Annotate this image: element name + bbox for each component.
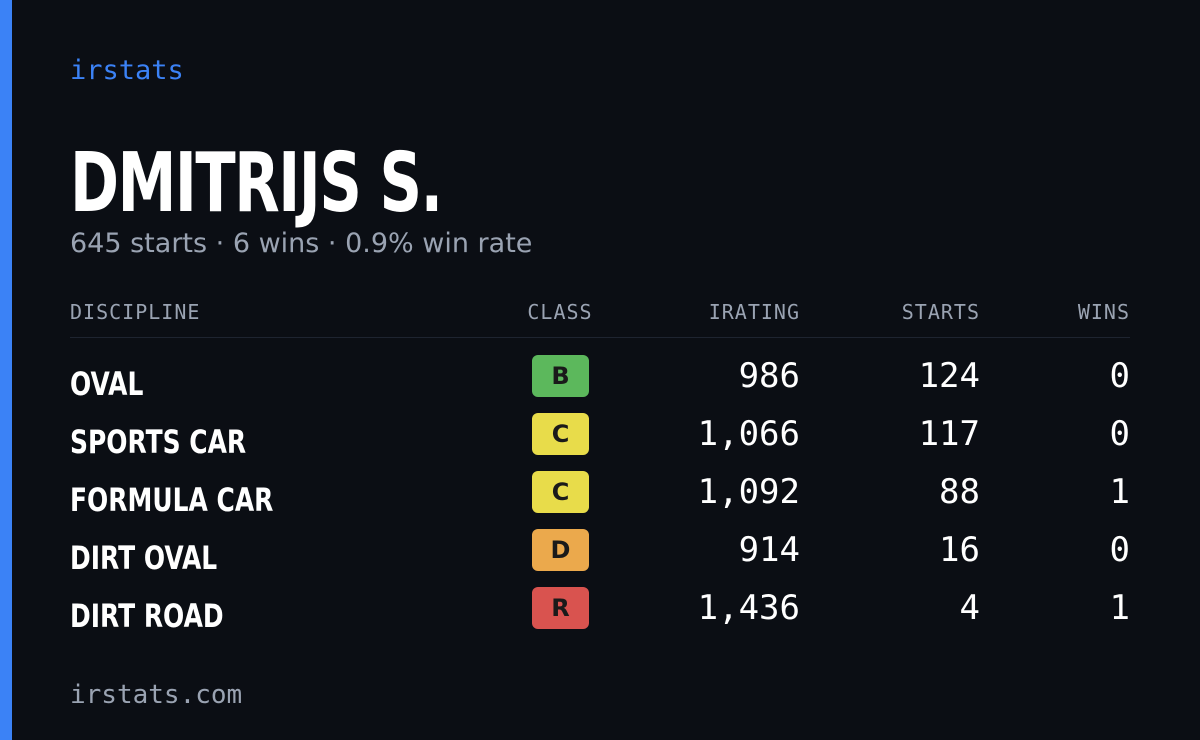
stat-value: 124 (918, 356, 980, 396)
column-header: DISCIPLINE (70, 300, 201, 324)
column-header: WINS (1077, 300, 1130, 324)
stat-value: 16 (939, 530, 980, 570)
column-header: IRATING (708, 300, 800, 324)
stat-value: 986 (738, 356, 800, 396)
stat-value: 1,436 (697, 588, 800, 628)
stat-value: 117 (918, 414, 980, 454)
brand: irstats (70, 55, 184, 86)
subtitle: 645 starts · 6 wins · 0.9% win rate (70, 228, 533, 259)
driver-name: DMITRIJS S. (70, 136, 443, 231)
discipline: DIRT ROAD (70, 597, 224, 635)
stat-value: 1,066 (697, 414, 800, 454)
stat-value: 4 (959, 588, 980, 628)
stat-value: 1,092 (697, 472, 800, 512)
footer-site: irstats.com (70, 680, 243, 710)
class-badge: R (532, 587, 589, 629)
discipline: FORMULA CAR (70, 481, 274, 519)
stat-value: 914 (738, 530, 800, 570)
accent-strip (0, 0, 12, 740)
discipline: SPORTS CAR (70, 423, 247, 461)
stat-value: 1 (1109, 472, 1130, 512)
stat-value: 0 (1109, 356, 1130, 396)
column-header: CLASS (527, 300, 593, 324)
stat-value: 1 (1109, 588, 1130, 628)
class-badge: D (532, 529, 589, 571)
class-badge: B (532, 355, 589, 397)
discipline: OVAL (70, 365, 144, 403)
column-header: STARTS (901, 300, 980, 324)
class-badge: C (532, 471, 589, 513)
stat-value: 88 (939, 472, 980, 512)
class-badge: C (532, 413, 589, 455)
stat-value: 0 (1109, 530, 1130, 570)
header-rule (70, 337, 1130, 338)
discipline: DIRT OVAL (70, 539, 218, 577)
stat-value: 0 (1109, 414, 1130, 454)
